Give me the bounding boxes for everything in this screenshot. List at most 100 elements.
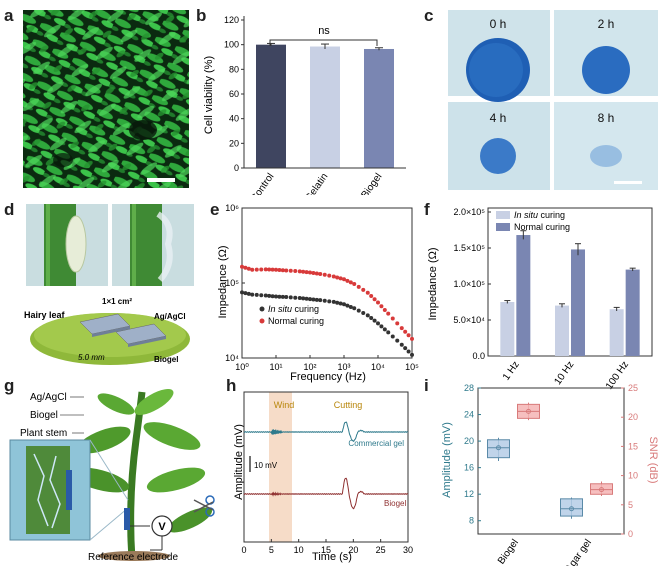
data-point [308,270,312,275]
electrophysiology-traces: Amplitude (mV) Time (s) Wind Cutting Com… [233,391,413,563]
data-point [254,267,259,272]
bar [555,305,569,356]
data-point [348,280,353,285]
y-tick-label: 100 [224,40,239,50]
bar [500,302,515,356]
legend-label-text: Normal curing [514,222,570,232]
data-point [322,272,327,277]
distance-label: 5.0 mm [78,353,105,362]
x-tick-label: Control [249,171,277,195]
data-point [274,294,278,299]
panel-label-g: g [4,376,15,395]
data-point [318,298,323,303]
commercial-gel-label: Commercial gel [348,439,404,448]
box [590,483,613,495]
data-point [314,271,319,276]
y-axis-ticks: 0.0 5.0×10⁴ 1.0×10⁵ 1.5×10⁵ 2.0×10⁵ [453,207,491,361]
scale-bar [614,181,642,184]
bar [571,249,585,356]
panel-label-e: e [210,200,220,219]
scatter-series [240,264,414,357]
data-point [284,295,289,300]
time-label-4h: 4 h [490,111,507,125]
x-tick-label: 10 [294,545,304,555]
data-point [403,329,408,334]
legend: In situ curing Normal curing [259,304,324,326]
plant-recording-schematic: V Ag/AgCl Biogel Plant stem Reference el… [9,389,215,563]
x-tick-label: Biogel [496,537,521,566]
x-tick-label: Biogel [359,171,384,195]
data-point [352,281,357,286]
impedance-bar-chart: Impedance (Ω) 0.0 5.0×10⁴ 1.0×10⁵ 1.5×10⁵ 2.… [427,207,653,390]
data-point [304,270,309,275]
y-tick-label: 40 [229,114,239,124]
data-point [327,273,332,278]
data-point [338,301,343,306]
left-y-axis-label: Amplitude (mV) [441,422,453,498]
x-tick-label: 5 [269,545,274,555]
data-point [365,290,370,295]
data-point [379,324,384,329]
legend-label: In situ curing [268,304,319,314]
data-point [372,318,377,323]
legend-swatch [496,223,510,231]
y-tick-label: 20 [628,412,638,422]
bar [516,235,531,356]
data-point [382,307,387,312]
data-point [267,267,272,272]
y-tick-label: 0.0 [472,351,485,361]
data-point [250,292,255,297]
gel-disc-2h [582,46,630,94]
data-point [338,276,343,281]
cell-fluorescence-image [23,10,189,188]
bar [256,44,286,168]
right-y-axis-ticks: 0 5 10 15 20 25 [621,383,638,539]
data-point [327,299,332,304]
data-point [390,316,395,321]
scissors-icon [193,495,215,517]
data-point [311,297,316,302]
data-point [406,333,411,338]
legend-marker [259,318,265,324]
data-point [348,304,353,309]
legend-marker [259,306,265,312]
y-tick-label: 60 [229,89,239,99]
data-point [331,299,336,304]
data-point [288,268,293,273]
legend-label: In situ curing [514,210,565,220]
time-label-0h: 0 h [490,17,507,31]
x-axis-ticks: Control Gelatin Biogel [249,171,385,195]
data-point [263,267,268,272]
y-tick-label: 15 [628,441,638,451]
left-y-axis-ticks: 8 12 16 20 24 28 [464,383,481,526]
data-point [376,300,380,305]
y-tick-label: 0 [628,529,633,539]
plot-frame [241,207,413,359]
wind-band [269,392,292,542]
data-point [274,267,278,272]
bar [310,46,340,169]
data-point [376,321,380,326]
data-point [342,302,346,307]
data-point [297,269,302,274]
y-tick-label: 120 [224,15,239,25]
data-point [335,275,340,280]
panel-label-d: d [4,200,15,219]
data-point [382,327,387,332]
data-point [365,313,370,318]
data-point [379,304,384,309]
panel-label-i: i [424,376,429,395]
y-tick-label: 20 [229,138,239,148]
impedance-frequency-chart: Impedance (Ω) Frequency (Hz) 10⁴ 10⁵ 10⁶ 1… [217,203,419,383]
y-tick-label: 5 [628,500,633,510]
commercial-gel-trace [243,421,409,442]
significance-bracket [269,39,378,46]
data-point [293,295,298,300]
right-y-axis-label: SNR (dB) [647,436,658,483]
x-tick-label: Gelatin [303,171,330,195]
box [560,498,583,517]
data-point [301,296,306,301]
x-axis-label: Frequency (Hz) [290,371,366,383]
data-point [263,293,268,298]
data-point [410,352,414,357]
